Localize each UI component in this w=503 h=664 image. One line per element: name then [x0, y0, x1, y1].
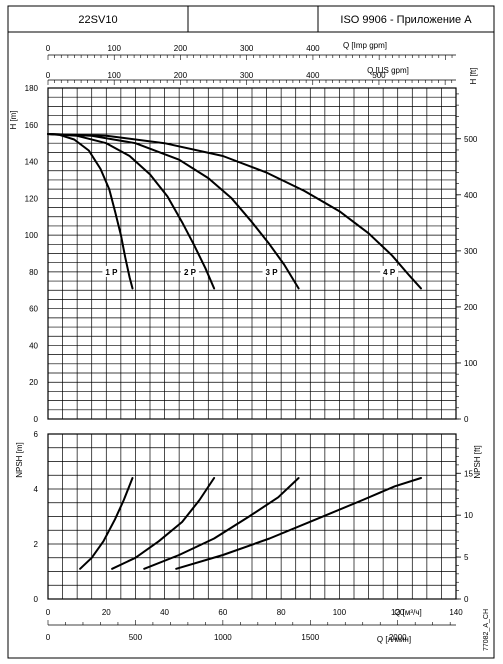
head-y-tick-label: 80: [29, 268, 38, 277]
npsh-y-tick-label: 2: [34, 540, 39, 549]
npsh-right-axis-label: NPSH [ft]: [473, 445, 482, 478]
npsh-curve-4p: [175, 477, 422, 570]
head-y-tick-label: 100: [25, 231, 39, 240]
top-axis-imp-tick-label: 400: [306, 44, 320, 53]
bottom-axis-lmin-tick-label: 500: [129, 633, 143, 642]
x-tick-label: 60: [218, 608, 227, 617]
head-y-tick-label: 160: [25, 121, 39, 130]
bottom-axis-lmin-tick-label: 0: [46, 633, 51, 642]
head-plot-frame: [47, 87, 457, 420]
bottom-axis-lmin-tick-label: 1000: [214, 633, 232, 642]
npsh-ft-tick-label: 15: [464, 469, 473, 478]
curve-layer: 1 P 2 P 3 P 4 P: [47, 133, 422, 570]
head-ft-tick-label: 200: [464, 303, 478, 312]
bottom-axis-lmin-tick-label: 2000: [389, 633, 407, 642]
bottom-axis-lmin-tick-label: 1500: [301, 633, 319, 642]
top-axis-imp-label: Q [Imp gpm]: [343, 41, 387, 50]
top-axis-us-tick-label: 100: [108, 71, 122, 80]
curve-label-4p: 4 P: [383, 268, 396, 277]
head-y-tick-label: 180: [25, 84, 39, 93]
npsh-y-tick-label: 6: [34, 430, 39, 439]
top-axis-imp-tick-label: 200: [174, 44, 188, 53]
curve-label-3p: 3 P: [266, 268, 279, 277]
head-y-tick-label: 140: [25, 158, 39, 167]
npsh-left-axis-label: NPSH [m]: [15, 442, 24, 478]
head-y-tick-label: 40: [29, 341, 38, 350]
npsh-plot-frame: [47, 433, 457, 600]
outer-frame: [7, 5, 495, 659]
head-y-tick-label: 0: [34, 415, 39, 424]
head-curve-3p: [47, 133, 300, 290]
top-axis-us-label: Q [US gpm]: [367, 66, 409, 75]
top-axis-us-tick-label: 0: [46, 71, 51, 80]
top-axis-imp-tick-label: 300: [240, 44, 254, 53]
head-curve-2p: [47, 133, 216, 290]
grid-layer: [47, 87, 457, 600]
header-model: 22SV10: [78, 14, 117, 26]
x-tick-label: 0: [46, 608, 51, 617]
head-y-tick-label: 120: [25, 194, 39, 203]
curve-label-bg: [180, 265, 199, 277]
head-y-tick-label: 60: [29, 305, 38, 314]
head-ft-tick-label: 0: [464, 415, 469, 424]
top-axis-imp-tick-label: 100: [108, 44, 122, 53]
npsh-y-tick-label: 4: [34, 485, 39, 494]
curve-label-bg: [102, 265, 121, 277]
top-axis-us-tick-label: 400: [306, 71, 320, 80]
npsh-curve-2p: [111, 477, 216, 570]
top-axis-us-tick-label: 200: [174, 71, 188, 80]
x-tick-label: 120: [391, 608, 405, 617]
head-ft-tick-label: 400: [464, 191, 478, 200]
curve-label-2p: 2 P: [184, 268, 197, 277]
curve-label-bg: [380, 265, 399, 277]
bottom-axis-lmin-label: Q [л/мин]: [377, 635, 411, 644]
head-ft-tick-label: 100: [464, 359, 478, 368]
curve-label-1p: 1 P: [105, 268, 118, 277]
head-y-tick-label: 20: [29, 378, 38, 387]
top-axis-us-tick-label: 300: [240, 71, 254, 80]
head-ft-tick-label: 300: [464, 247, 478, 256]
top-axis-imp-tick-label: 0: [46, 44, 51, 53]
x-tick-label: 20: [102, 608, 111, 617]
npsh-ft-tick-label: 5: [464, 553, 469, 562]
npsh-curve-1p: [79, 477, 134, 570]
head-ft-tick-label: 500: [464, 135, 478, 144]
curve-label-bg: [262, 265, 281, 277]
npsh-ft-tick-label: 10: [464, 511, 473, 520]
x-tick-label: 140: [449, 608, 463, 617]
head-left-axis-label: H [m]: [9, 110, 18, 129]
x-tick-label: 80: [277, 608, 286, 617]
side-code: 77082_A_CH: [483, 609, 490, 651]
head-curve-4p: [47, 133, 422, 290]
npsh-ft-tick-label: 0: [464, 595, 469, 604]
x-tick-label: 100: [333, 608, 347, 617]
header-standard: ISO 9906 - Приложение A: [340, 14, 472, 26]
head-right-axis-label: H [ft]: [469, 68, 478, 85]
head-curve-1p: [47, 133, 134, 290]
bottom-axis-m3h-label: Q [м³/ч]: [394, 608, 421, 617]
x-tick-label: 40: [160, 608, 169, 617]
top-axis-us-tick-label: 500: [372, 71, 386, 80]
npsh-curve-3p: [143, 477, 300, 570]
npsh-y-tick-label: 0: [34, 595, 39, 604]
